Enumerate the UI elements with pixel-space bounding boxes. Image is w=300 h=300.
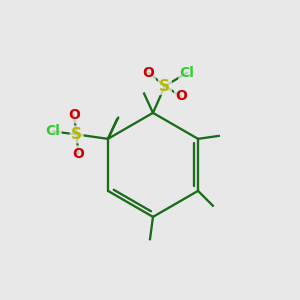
Text: S: S [159,79,170,94]
Text: Cl: Cl [46,124,60,138]
Text: O: O [175,89,187,103]
Text: O: O [142,66,154,80]
Text: O: O [68,108,80,122]
Text: S: S [71,127,82,142]
Text: Cl: Cl [180,66,195,80]
Text: O: O [72,147,84,161]
